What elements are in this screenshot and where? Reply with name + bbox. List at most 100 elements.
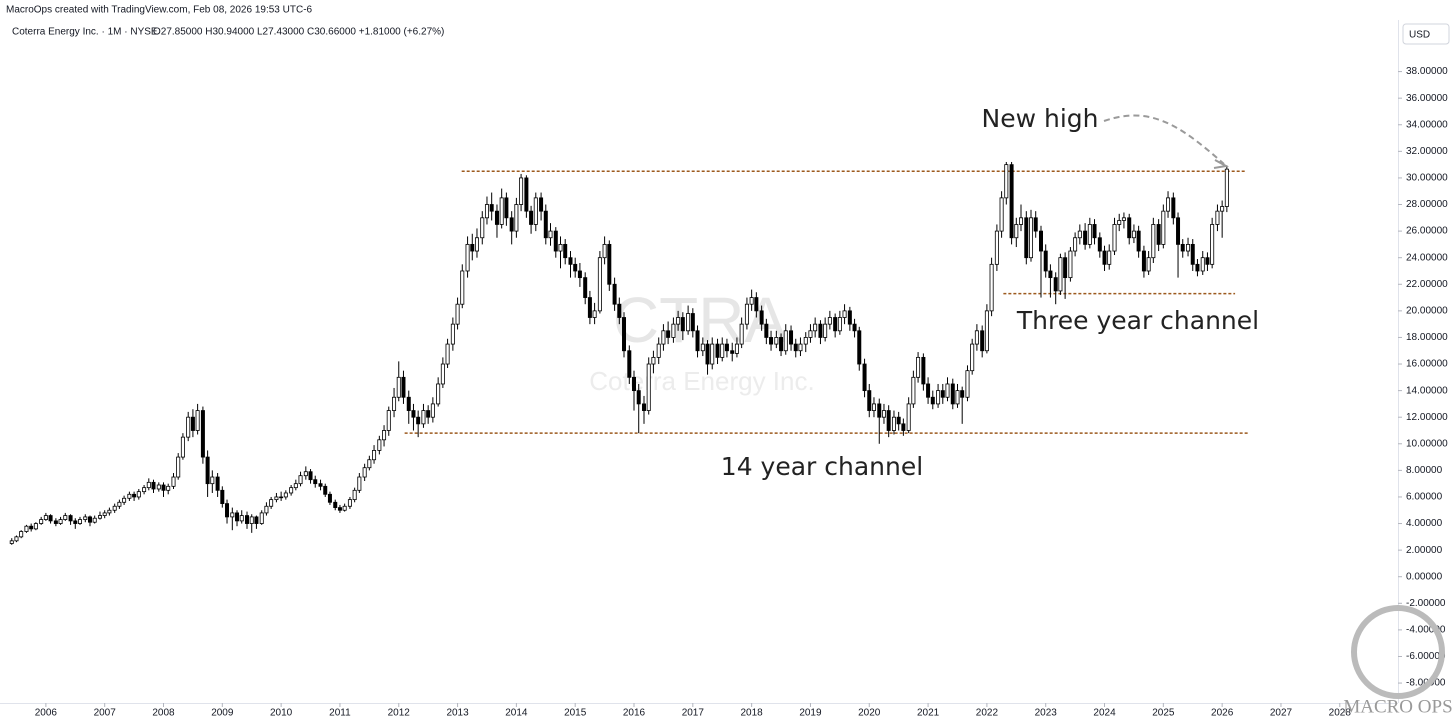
candle-body	[1141, 250, 1146, 272]
candle-body	[465, 243, 470, 272]
candle-body	[950, 383, 955, 405]
candle-body	[264, 505, 269, 514]
candle-body	[323, 485, 328, 495]
candle-body	[686, 313, 691, 332]
candle-body	[142, 487, 147, 493]
candle-body	[563, 243, 568, 259]
candle-body	[269, 499, 274, 507]
candle-body	[97, 515, 102, 519]
y-tick-label: 18.00000	[1406, 332, 1448, 343]
candle-body	[259, 512, 264, 524]
candle-body	[372, 450, 377, 461]
candle-body	[921, 356, 926, 385]
candle-body	[1176, 217, 1181, 245]
candle-body	[484, 204, 489, 219]
candle-body	[215, 476, 220, 491]
candle-body	[426, 410, 431, 418]
x-tick-label: 2027	[1270, 708, 1293, 719]
y-tick-label: 20.00000	[1406, 305, 1448, 316]
candle-body	[445, 343, 450, 365]
candle-body	[107, 509, 112, 514]
candle-body	[1009, 164, 1014, 239]
candle-body	[754, 297, 759, 312]
candle-body	[1186, 243, 1191, 252]
candle-body	[73, 520, 78, 524]
logo-ring	[1351, 605, 1445, 699]
candle-body	[803, 337, 808, 345]
candle-body	[156, 484, 161, 490]
candle-body	[1161, 210, 1166, 245]
candle-body	[298, 475, 303, 485]
x-tick-label: 2010	[270, 708, 293, 719]
candle-body	[862, 363, 867, 392]
candle-body	[970, 343, 975, 372]
candle-body	[539, 197, 544, 212]
candle-body	[499, 197, 504, 225]
y-tick-label: -2.00000	[1406, 598, 1446, 609]
candle-body	[411, 410, 416, 418]
x-tick-label: 2006	[35, 708, 58, 719]
candle-body	[680, 317, 685, 332]
candle-body	[676, 317, 681, 325]
candle-body	[195, 410, 200, 431]
annotation-arrow	[1103, 114, 1225, 165]
candle-body	[705, 343, 710, 365]
candle-body	[577, 270, 582, 279]
candle-body	[1019, 217, 1024, 225]
x-tick-label: 2011	[329, 708, 351, 719]
candle-body	[666, 330, 671, 338]
candle-body	[793, 343, 798, 352]
candle-body	[239, 515, 244, 522]
candle-body	[289, 487, 294, 494]
candle-body	[543, 210, 548, 239]
candle-body	[852, 323, 857, 332]
candle-body	[1073, 237, 1078, 252]
candle-body	[965, 370, 970, 398]
candle-body	[1092, 224, 1097, 239]
y-tick-label: 24.00000	[1406, 252, 1448, 263]
candle-body	[1048, 270, 1053, 279]
candle-body	[592, 310, 597, 318]
candle-body	[823, 323, 828, 338]
candle-body	[43, 515, 48, 520]
candle-body	[837, 317, 842, 332]
x-tick-label: 2008	[152, 708, 175, 719]
y-tick-label: 14.00000	[1406, 385, 1448, 396]
candle-body	[161, 484, 166, 491]
candle-body	[896, 416, 901, 425]
candle-body	[460, 270, 465, 305]
candle-body	[930, 396, 935, 405]
candle-body	[455, 303, 460, 325]
candle-body	[1210, 224, 1215, 265]
candle-body	[783, 330, 788, 352]
candle-body	[225, 503, 230, 518]
candle-body	[421, 410, 426, 425]
candle-body	[102, 512, 107, 516]
candle-body	[83, 516, 88, 520]
candle-body	[122, 497, 127, 503]
y-tick-label: 32.00000	[1406, 146, 1448, 157]
candle-body	[382, 430, 387, 441]
candle-body	[377, 439, 382, 451]
y-tick-label: 26.00000	[1406, 226, 1448, 237]
x-tick-label: 2026	[1211, 708, 1234, 719]
candle-body	[1180, 243, 1185, 252]
candle-body	[77, 519, 82, 524]
candle-body	[622, 317, 627, 352]
candle-body	[573, 263, 578, 272]
candle-body	[774, 337, 779, 345]
candle-body	[558, 243, 563, 252]
candle-body	[186, 416, 191, 438]
candle-body	[548, 230, 553, 239]
candle-body	[180, 436, 185, 458]
candle-body	[1112, 224, 1117, 252]
candle-body	[509, 217, 514, 232]
candle-body	[744, 303, 749, 325]
currency-box[interactable]	[1402, 23, 1450, 45]
candle-body	[1156, 224, 1161, 245]
candle-body	[504, 197, 509, 219]
currency[interactable]: USD	[1409, 30, 1430, 41]
x-tick-label: 2016	[623, 708, 646, 719]
candle-body	[1097, 237, 1102, 252]
annotation: 14 year channel	[721, 452, 923, 481]
